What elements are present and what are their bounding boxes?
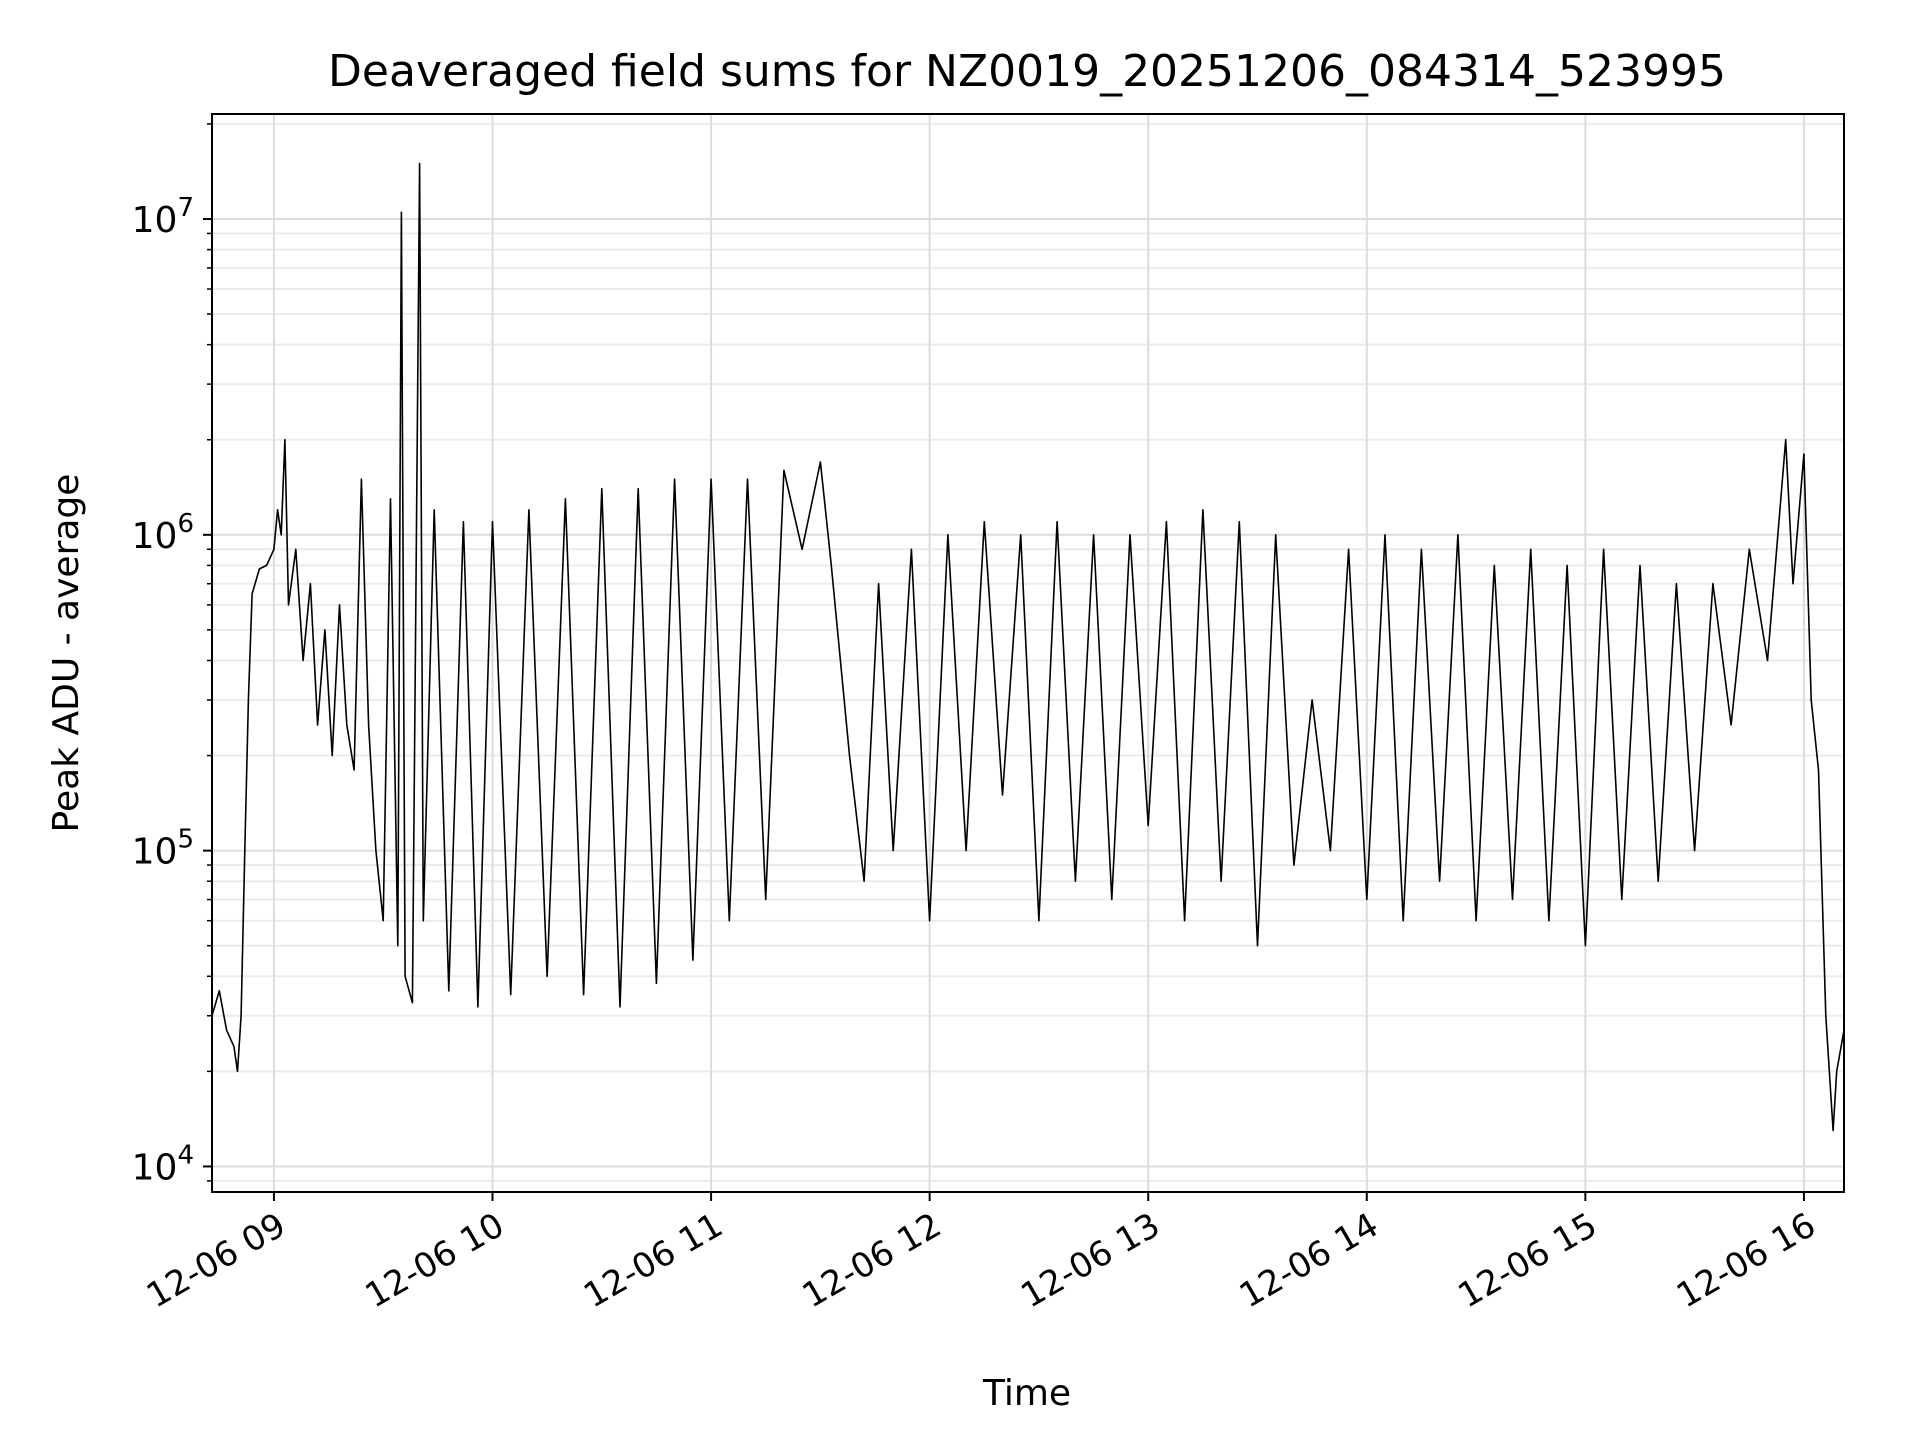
plot-area-frame <box>211 113 1845 1193</box>
series-line <box>211 162 1845 1132</box>
y-axis-label: Peak ADU - average <box>46 474 87 833</box>
y-tick-label: 105 <box>132 825 194 873</box>
chart-title: Deaveraged field sums for NZ0019_2025120… <box>328 46 1726 97</box>
series-layer <box>211 162 1845 1132</box>
y-tick-labels: 104 105 106 107 <box>132 193 194 1188</box>
y-tick-label: 106 <box>132 509 194 557</box>
x-axis-label: Time <box>982 1373 1071 1414</box>
y-tick-label: 107 <box>132 193 194 241</box>
y-tick-label: 104 <box>132 1140 194 1188</box>
tick-marks <box>203 123 1805 1201</box>
